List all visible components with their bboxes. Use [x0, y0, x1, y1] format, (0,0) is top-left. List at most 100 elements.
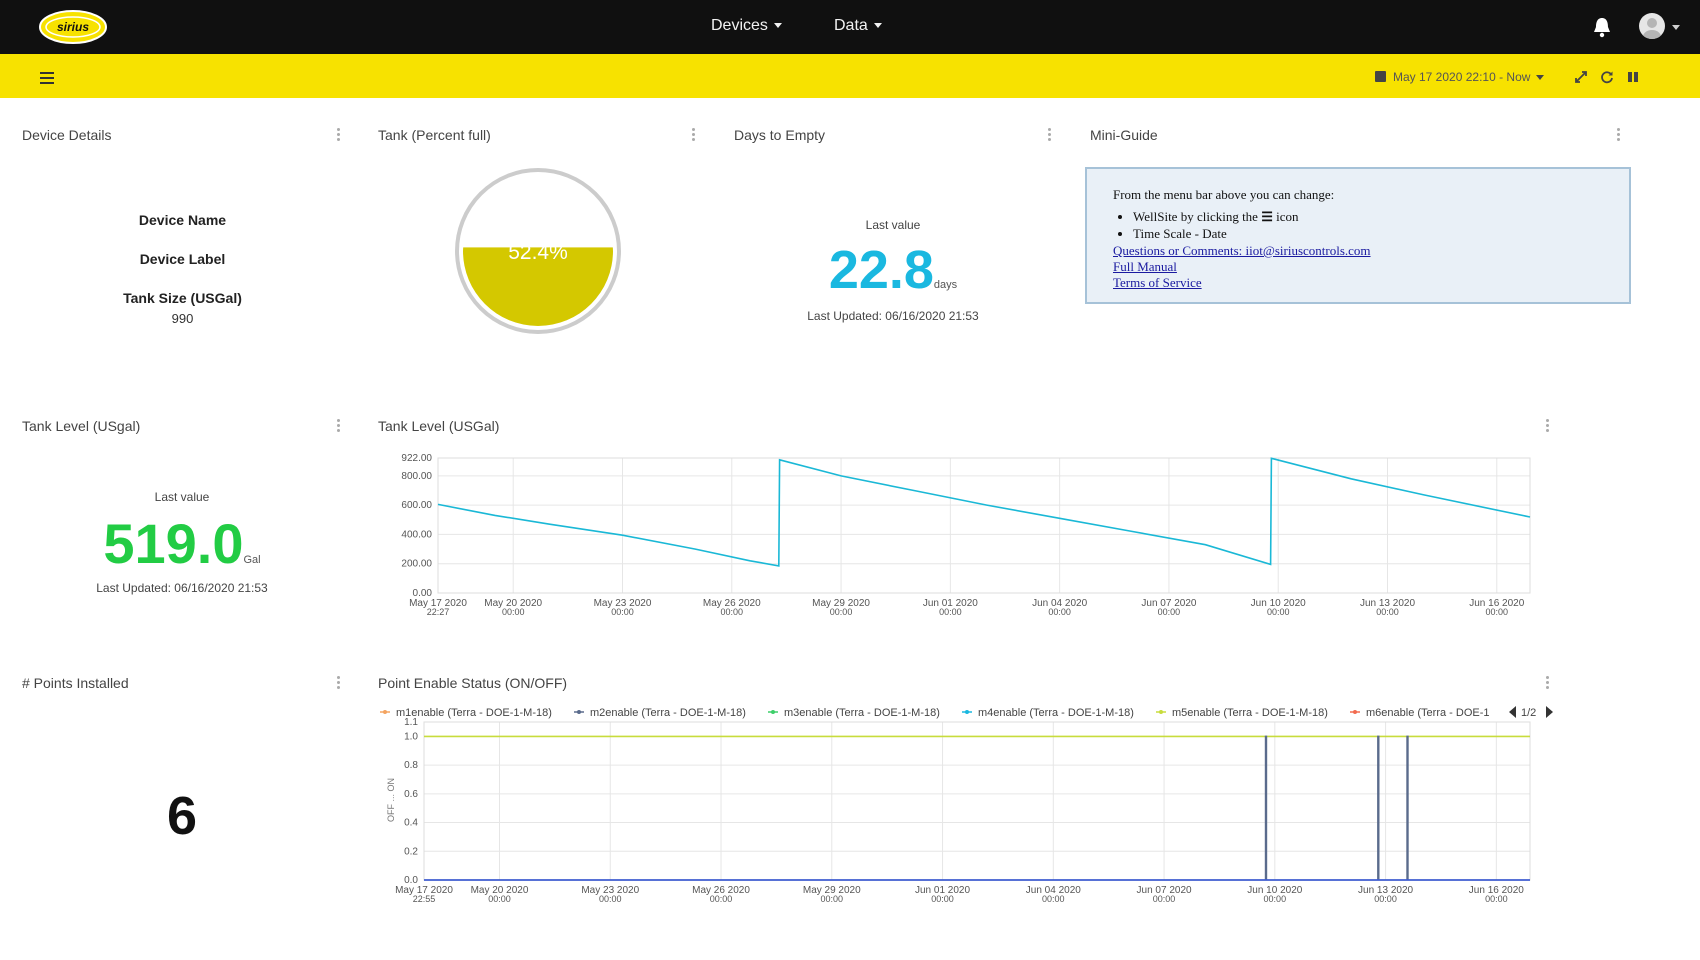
tank-level-number: 519.0	[103, 512, 244, 575]
x-tick-time: 00:00	[1374, 894, 1397, 904]
x-tick-label: Jun 16 2020	[1469, 885, 1524, 896]
legend-next-icon[interactable]	[1546, 706, 1553, 718]
x-tick-time: 00:00	[1042, 894, 1065, 904]
tank-level-unit: Gal	[243, 554, 261, 566]
chevron-down-icon	[773, 23, 782, 29]
y-tick-label: 400.00	[401, 529, 432, 540]
logo-text: sirius	[57, 20, 89, 34]
legend-marker-dot	[1159, 710, 1163, 714]
x-tick-time: 00:00	[1376, 607, 1399, 617]
chevron-down-icon	[873, 23, 882, 29]
panel-menu-icon[interactable]	[692, 128, 696, 142]
dashboard-toolbar	[0, 54, 1700, 98]
panel-menu-icon[interactable]	[1546, 419, 1550, 433]
y-tick-label: 0.00	[413, 588, 433, 599]
y-axis-label: OFF ... ON	[386, 778, 396, 822]
x-tick-time: 00:00	[1158, 607, 1181, 617]
nav-devices-dropdown[interactable]: Devices	[711, 17, 782, 35]
menu-icon: ☰	[1261, 209, 1273, 224]
panel-menu-icon[interactable]	[1048, 128, 1052, 142]
contact-link[interactable]: Questions or Comments: iiot@siriuscontro…	[1113, 243, 1371, 258]
series-line	[437, 457, 1531, 567]
guide-list: WellSite by clicking the ☰ icon Time Sca…	[1133, 209, 1629, 242]
x-tick-label: May 23 2020	[581, 885, 639, 896]
x-tick-time: 00:00	[821, 894, 844, 904]
legend-marker-dot	[771, 710, 775, 714]
x-tick-time: 00:00	[1486, 607, 1509, 617]
x-tick-time: 00:00	[488, 894, 511, 904]
x-tick-time: 00:00	[1153, 894, 1176, 904]
panel-title-tank-level-chart: Tank Level (USGal)	[378, 418, 500, 434]
x-tick-label: May 29 2020	[812, 598, 870, 609]
y-tick-label: 1.0	[404, 731, 418, 742]
tank-gauge: 52.4%	[455, 168, 621, 334]
series-line	[424, 735, 1530, 881]
x-tick-label: May 20 2020	[484, 598, 542, 609]
date-range-label: May 17 2020 22:10 - Now	[1393, 70, 1531, 84]
legend-item: m6enable (Terra - DOE-1	[1366, 707, 1490, 719]
menu-icon[interactable]	[40, 72, 54, 84]
x-tick-label: May 26 2020	[692, 885, 750, 896]
x-tick-time: 00:00	[611, 607, 634, 617]
tank-size-label: Tank Size (USGal)	[123, 290, 242, 306]
legend-item: m4enable (Terra - DOE-1-M-18)	[978, 707, 1134, 719]
legend-marker-dot	[965, 710, 969, 714]
x-tick-time: 00:00	[502, 607, 525, 617]
legend-marker-dot	[577, 710, 581, 714]
plot-frame	[423, 721, 1531, 881]
x-tick-time: 00:00	[1048, 607, 1071, 617]
x-tick-time: 00:00	[721, 607, 744, 617]
x-tick-label: May 17 2020	[395, 885, 453, 896]
x-tick-time: 00:00	[931, 894, 954, 904]
y-tick-label: 200.00	[401, 559, 432, 570]
x-tick-time: 00:00	[1264, 894, 1287, 904]
y-tick-label: 0.4	[404, 818, 418, 829]
panel-menu-icon[interactable]	[1546, 676, 1550, 690]
nav-data-label: Data	[834, 17, 868, 34]
panel-menu-icon[interactable]	[337, 128, 341, 142]
user-avatar[interactable]	[1639, 13, 1665, 39]
guide-bullet: WellSite by clicking the ☰ icon	[1133, 209, 1629, 225]
panel-title-days-to-empty: Days to Empty	[734, 127, 826, 143]
mini-guide-box: From the menu bar above you can change: …	[1085, 167, 1631, 304]
panel-menu-icon[interactable]	[1617, 128, 1621, 142]
y-tick-label: 0.2	[404, 846, 418, 857]
date-range-picker[interactable]: May 17 2020 22:10 - Now	[1375, 70, 1545, 84]
chevron-down-icon[interactable]	[1672, 25, 1680, 30]
x-tick-time: 00:00	[599, 894, 622, 904]
x-tick-label: May 23 2020	[594, 598, 652, 609]
legend-item: m1enable (Terra - DOE-1-M-18)	[396, 707, 552, 719]
panel-title-mini-guide: Mini-Guide	[1090, 127, 1158, 143]
x-tick-time: 22:27	[427, 607, 450, 617]
x-tick-time: 00:00	[830, 607, 853, 617]
sirius-logo[interactable]: sirius	[38, 8, 108, 46]
y-tick-label: 0.0	[404, 875, 418, 886]
legend-prev-icon[interactable]	[1509, 706, 1516, 718]
x-tick-label: May 17 2020	[409, 598, 467, 609]
x-tick-label: Jun 16 2020	[1469, 598, 1524, 609]
point-status-chart: m1enable (Terra - DOE-1-M-18) m2enable (T…	[380, 706, 1553, 904]
bell-icon[interactable]	[1592, 16, 1612, 38]
x-tick-label: Jun 07 2020	[1141, 598, 1196, 609]
panel-menu-icon[interactable]	[337, 676, 341, 690]
nav-data-dropdown[interactable]: Data	[834, 17, 882, 35]
panel-title-points-installed: # Points Installed	[22, 675, 129, 691]
user-icon	[1643, 18, 1661, 39]
pause-icon[interactable]	[1626, 70, 1640, 84]
top-navbar: sirius Devices Data	[0, 0, 1700, 54]
terms-link[interactable]: Terms of Service	[1113, 275, 1202, 290]
panel-menu-icon[interactable]	[337, 419, 341, 433]
legend-marker-dot	[1353, 710, 1357, 714]
fullscreen-icon[interactable]	[1574, 70, 1588, 84]
x-tick-label: Jun 04 2020	[1032, 598, 1087, 609]
refresh-icon[interactable]	[1600, 70, 1614, 84]
y-tick-label: 0.6	[404, 789, 418, 800]
guide-bullet-text: WellSite by clicking the	[1133, 209, 1258, 224]
x-tick-time: 22:55	[413, 894, 436, 904]
days-unit: days	[933, 279, 958, 291]
device-name-label: Device Name	[138, 212, 227, 228]
x-tick-time: 00:00	[939, 607, 962, 617]
panel-title-point-status: Point Enable Status (ON/OFF)	[378, 675, 568, 691]
full-manual-link[interactable]: Full Manual	[1113, 259, 1177, 274]
x-tick-label: Jun 10 2020	[1251, 598, 1306, 609]
